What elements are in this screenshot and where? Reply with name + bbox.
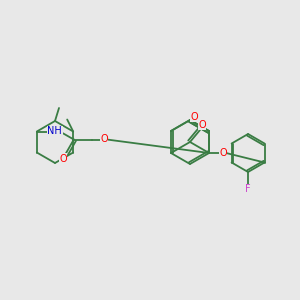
Text: O: O xyxy=(219,148,227,158)
Text: O: O xyxy=(59,154,67,164)
Text: NH: NH xyxy=(47,127,62,136)
Text: O: O xyxy=(190,112,198,122)
Text: F: F xyxy=(245,184,251,194)
Text: O: O xyxy=(100,134,108,145)
Text: O: O xyxy=(198,120,206,130)
